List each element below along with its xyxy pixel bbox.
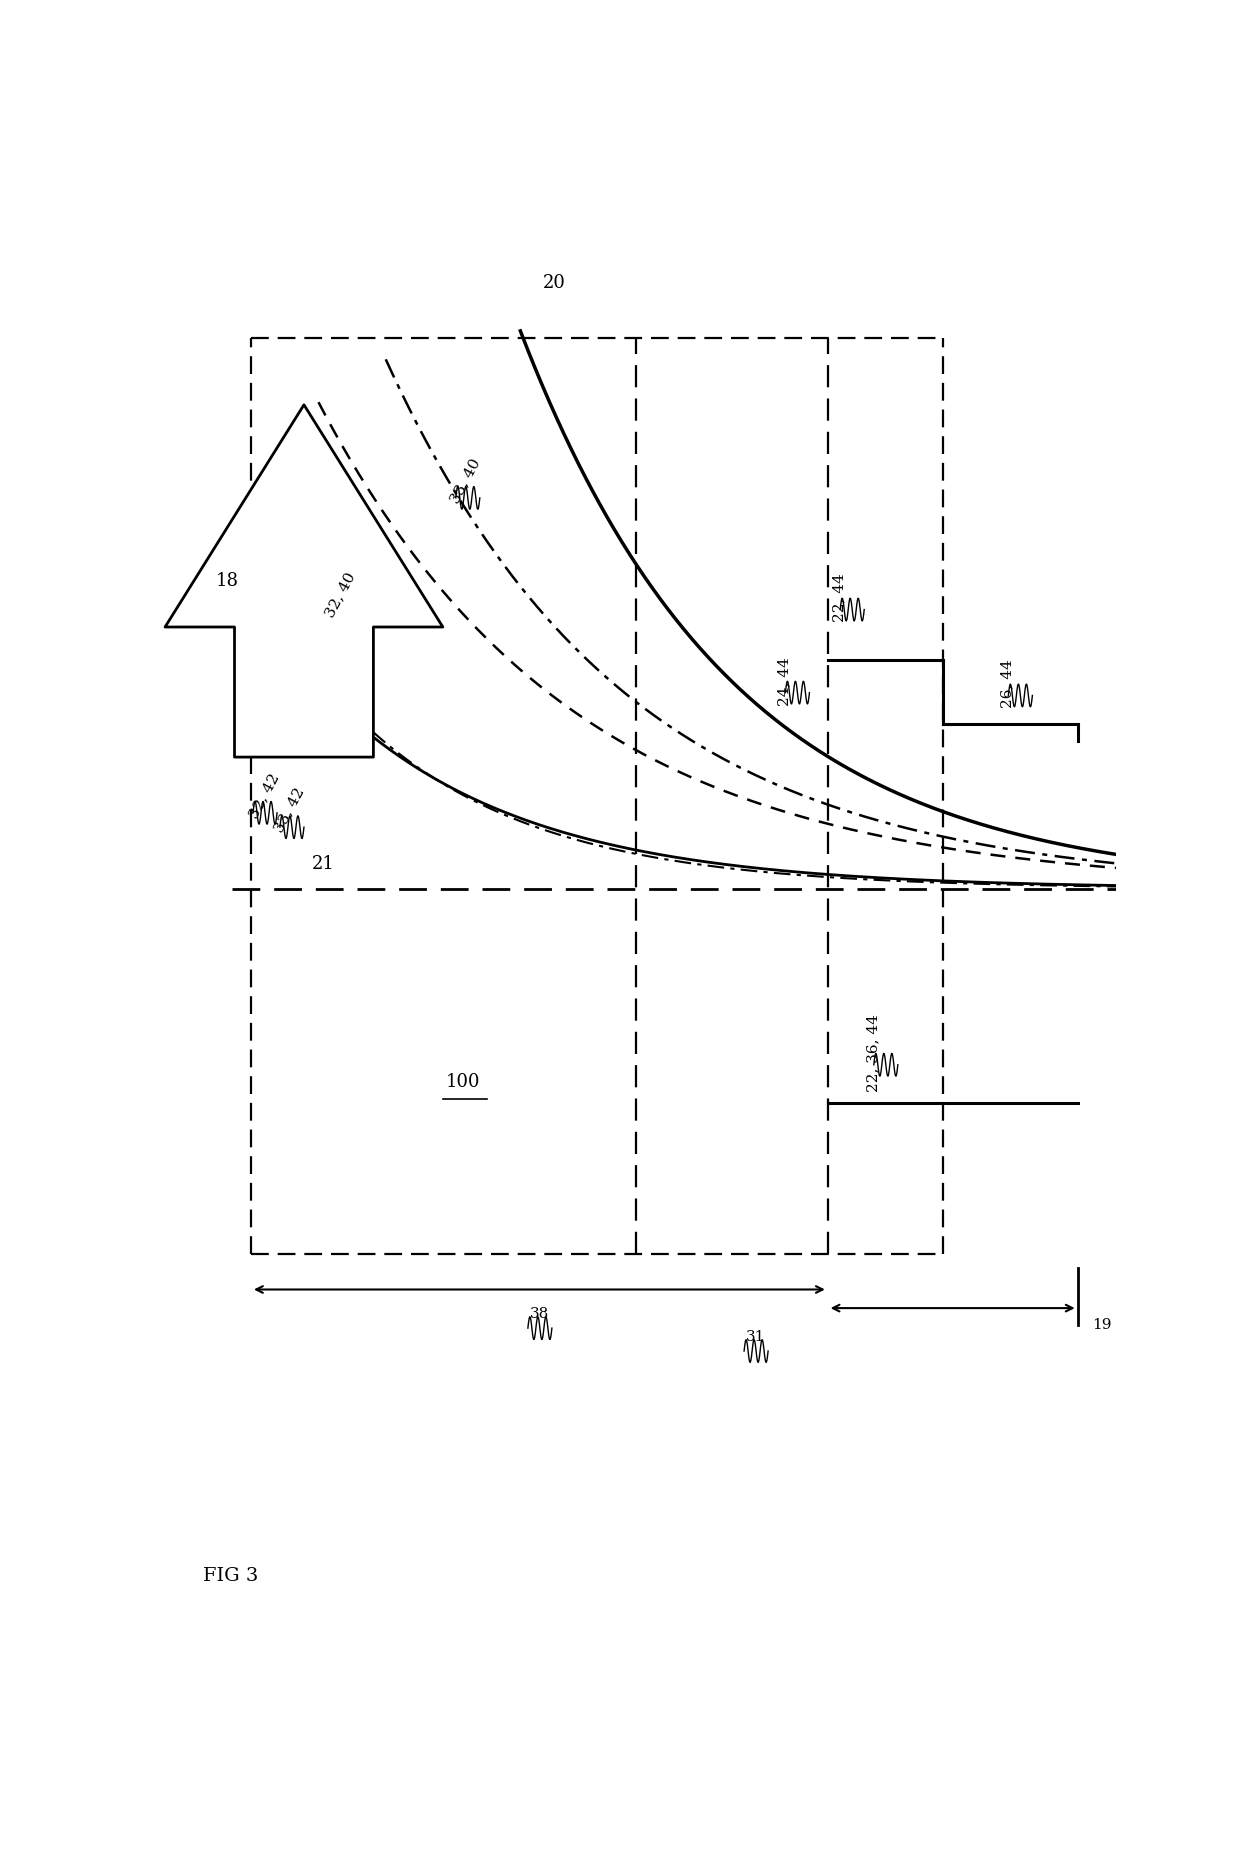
Text: 18: 18 xyxy=(216,573,238,589)
Text: FIG 3: FIG 3 xyxy=(203,1567,258,1584)
Text: 33, 40: 33, 40 xyxy=(448,455,484,506)
Text: 32, 40: 32, 40 xyxy=(324,571,358,621)
Text: 19: 19 xyxy=(1092,1318,1111,1333)
Text: 22, 36, 44: 22, 36, 44 xyxy=(866,1015,880,1093)
Text: 24, 44: 24, 44 xyxy=(777,656,791,706)
Text: 100: 100 xyxy=(445,1073,480,1091)
Text: 26, 44: 26, 44 xyxy=(1001,660,1014,708)
Text: 31: 31 xyxy=(746,1329,765,1344)
Text: 38: 38 xyxy=(529,1307,549,1322)
Text: 20: 20 xyxy=(542,273,565,292)
Text: 21: 21 xyxy=(311,855,335,874)
Text: 33, 42: 33, 42 xyxy=(273,784,308,835)
Text: 22, 44: 22, 44 xyxy=(832,574,847,623)
Text: 32, 42: 32, 42 xyxy=(247,771,281,820)
